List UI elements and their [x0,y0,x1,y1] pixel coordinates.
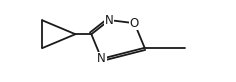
Text: O: O [130,17,139,30]
Text: N: N [97,52,106,65]
Text: N: N [105,14,114,27]
